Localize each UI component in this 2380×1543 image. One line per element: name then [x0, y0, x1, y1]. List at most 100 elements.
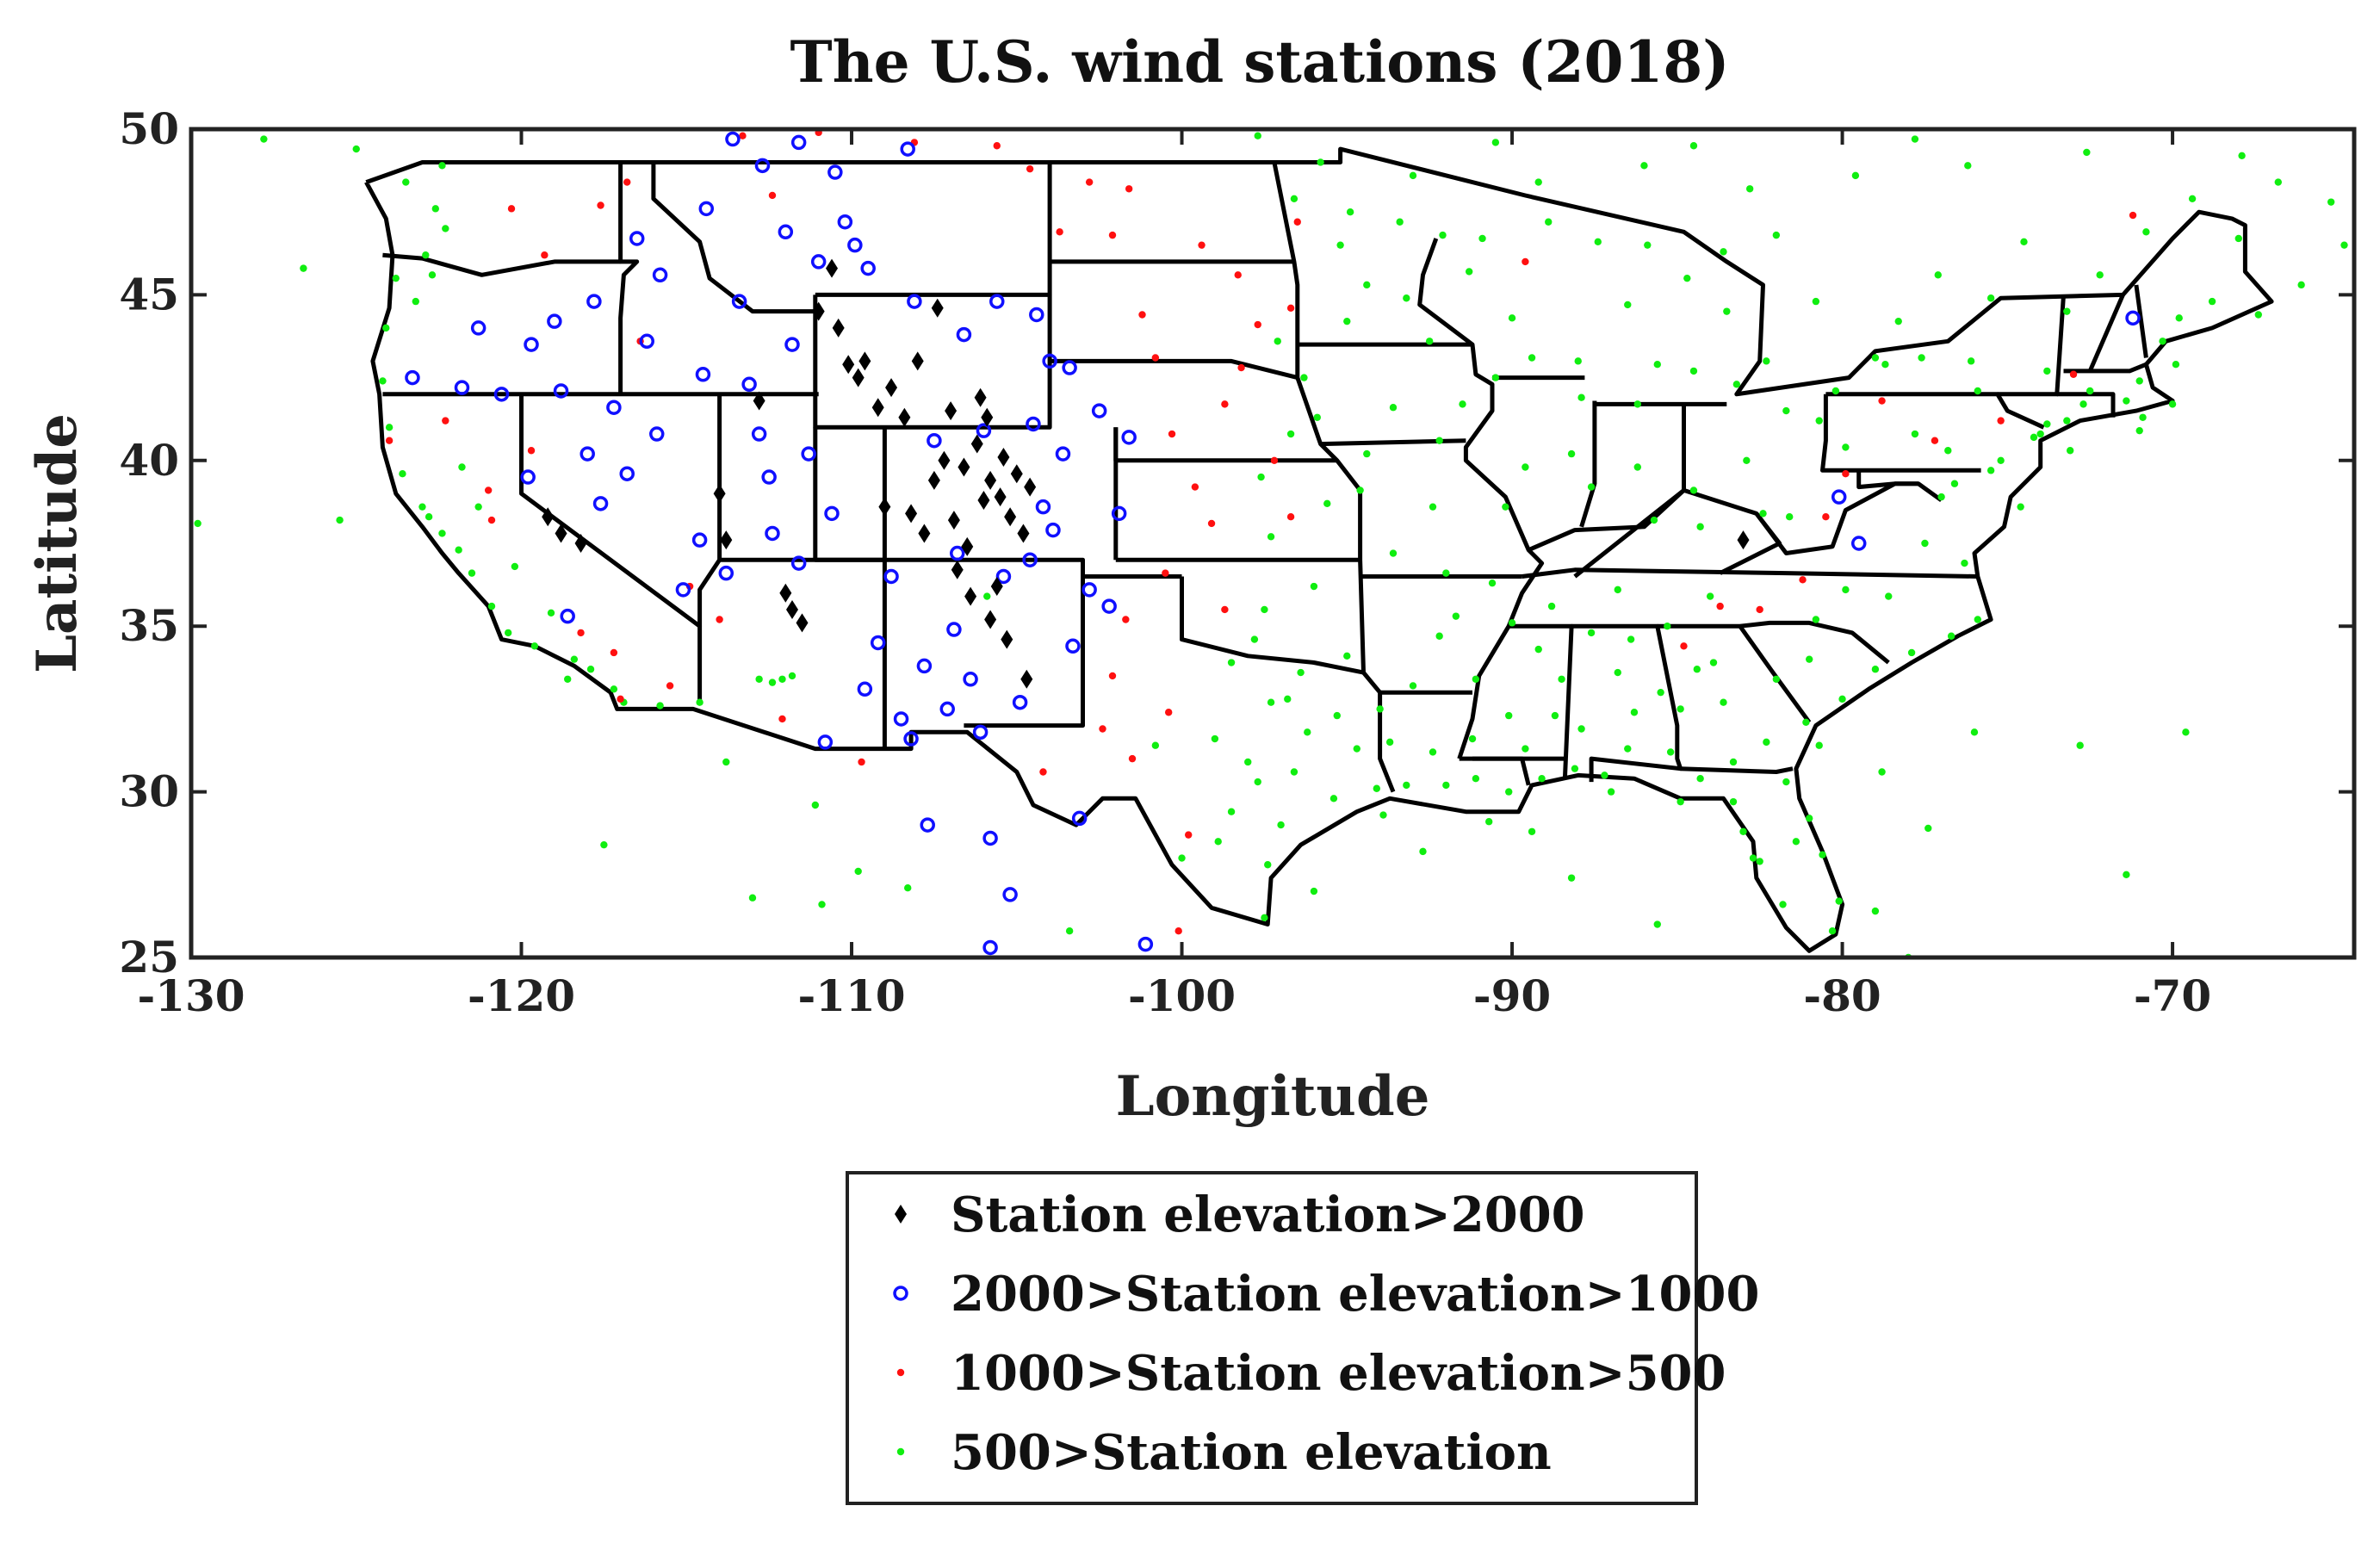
station-point — [1792, 838, 1800, 846]
station-point — [1924, 824, 1932, 833]
station-point — [402, 178, 410, 186]
station-point — [1528, 827, 1536, 835]
station-point — [1650, 516, 1658, 524]
station-point — [1313, 413, 1321, 421]
station-point — [1022, 552, 1038, 567]
station-point — [2254, 311, 2262, 319]
station-point — [1363, 281, 1371, 289]
station-point — [520, 469, 536, 485]
station-point — [1871, 666, 1880, 673]
station-point — [1277, 821, 1285, 829]
station-points — [194, 129, 2348, 957]
station-point — [1343, 317, 1351, 325]
station-point — [858, 351, 871, 371]
station-point — [1921, 539, 1929, 548]
station-point — [1198, 241, 1205, 249]
station-point — [1885, 592, 1893, 600]
station-point — [2123, 871, 2130, 878]
station-point — [778, 715, 786, 723]
station-point — [2043, 367, 2051, 375]
station-point — [1227, 659, 1236, 666]
station-point — [785, 599, 798, 619]
station-point — [1343, 652, 1351, 660]
state-border-line — [2087, 294, 2125, 372]
station-point — [1227, 808, 1236, 815]
station-point — [392, 274, 400, 282]
station-point — [1001, 629, 1013, 649]
station-point — [989, 294, 1005, 309]
station-point — [824, 505, 840, 522]
station-point — [1151, 354, 1160, 362]
station-point — [1720, 248, 1727, 256]
station-point — [2139, 413, 2147, 421]
station-point — [1403, 294, 1410, 302]
y-tick-label: 50 — [119, 103, 179, 154]
station-point — [1254, 320, 1261, 329]
station-point — [2234, 234, 2242, 243]
x-tick-label: -90 — [1473, 970, 1551, 1021]
station-point — [1452, 612, 1460, 620]
station-point — [741, 376, 757, 393]
station-point — [1085, 178, 1094, 186]
station-point — [1799, 576, 1807, 584]
station-point — [907, 294, 922, 309]
station-point — [1297, 668, 1305, 677]
station-point — [1056, 228, 1063, 236]
station-point — [1329, 795, 1338, 802]
state-border-line — [519, 393, 703, 703]
station-point — [1002, 887, 1018, 902]
x-tick-label: -70 — [2134, 970, 2211, 1021]
station-point — [1850, 536, 1867, 551]
station-point — [1459, 400, 1466, 408]
station-point — [1802, 718, 1810, 726]
plot-area: -130 -120 -110 -100 -90 -80 -70 25 30 35 40 45 50 — [119, 103, 2357, 1021]
station-point — [606, 400, 622, 415]
station-point — [2036, 430, 2044, 438]
y-tick-label: 45 — [119, 269, 179, 319]
station-point — [1878, 397, 1886, 405]
station-point — [1986, 294, 1995, 302]
station-point — [468, 569, 476, 577]
station-point — [2172, 361, 2180, 369]
station-point — [1353, 745, 1360, 753]
station-point — [1363, 449, 1371, 458]
y-tick-label: 40 — [119, 435, 179, 486]
station-point — [1164, 709, 1173, 716]
station-point — [1587, 629, 1596, 637]
station-point — [649, 426, 665, 442]
state-border-line — [1459, 756, 1531, 786]
station-point — [1911, 135, 1919, 143]
station-point — [945, 401, 958, 421]
state-border-line — [1417, 238, 1545, 759]
station-point — [675, 582, 691, 598]
legend-entry: Station elevation>2000 — [895, 1187, 1585, 1243]
state-border-line — [1180, 576, 1364, 675]
station-point — [1128, 754, 1137, 763]
station-point — [739, 132, 747, 139]
station-point — [1614, 668, 1621, 677]
station-point — [722, 758, 730, 766]
station-point — [1538, 775, 1546, 783]
station-point — [1026, 416, 1041, 432]
station-point — [1974, 616, 1981, 623]
state-border-line — [1579, 400, 1597, 528]
station-point — [1677, 797, 1684, 806]
station-point — [2135, 377, 2143, 385]
station-point — [1317, 158, 1324, 166]
station-point — [2030, 433, 2038, 442]
station-point — [1577, 393, 1585, 401]
station-point — [982, 830, 998, 846]
station-point — [1257, 473, 1265, 481]
station-point — [900, 141, 915, 157]
station-point — [1934, 271, 1942, 279]
station-point — [1035, 499, 1051, 515]
y-tick-label: 35 — [119, 600, 179, 651]
station-point — [1806, 655, 1813, 663]
station-point — [577, 629, 585, 637]
station-point — [779, 583, 792, 603]
station-point — [1964, 162, 1972, 170]
station-point — [1376, 705, 1384, 713]
station-point — [507, 205, 516, 213]
station-point — [788, 672, 796, 680]
station-point — [1851, 171, 1860, 180]
